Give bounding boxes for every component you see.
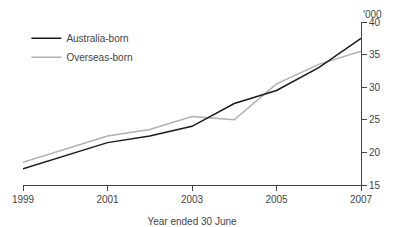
svg-text:2003: 2003	[181, 194, 204, 205]
svg-text:Year ended 30 June: Year ended 30 June	[147, 216, 237, 227]
svg-text:2005: 2005	[265, 194, 288, 205]
svg-text:15: 15	[369, 180, 381, 191]
svg-text:40: 40	[369, 17, 381, 28]
svg-text:1999: 1999	[12, 194, 35, 205]
svg-text:30: 30	[369, 82, 381, 93]
svg-text:'000: '000	[363, 9, 382, 20]
svg-text:Overseas-born: Overseas-born	[66, 52, 132, 63]
svg-text:2007: 2007	[350, 194, 373, 205]
svg-text:20: 20	[369, 147, 381, 158]
svg-text:2001: 2001	[96, 194, 119, 205]
svg-text:35: 35	[369, 49, 381, 60]
svg-text:Australia-born: Australia-born	[66, 33, 128, 44]
svg-text:25: 25	[369, 114, 381, 125]
